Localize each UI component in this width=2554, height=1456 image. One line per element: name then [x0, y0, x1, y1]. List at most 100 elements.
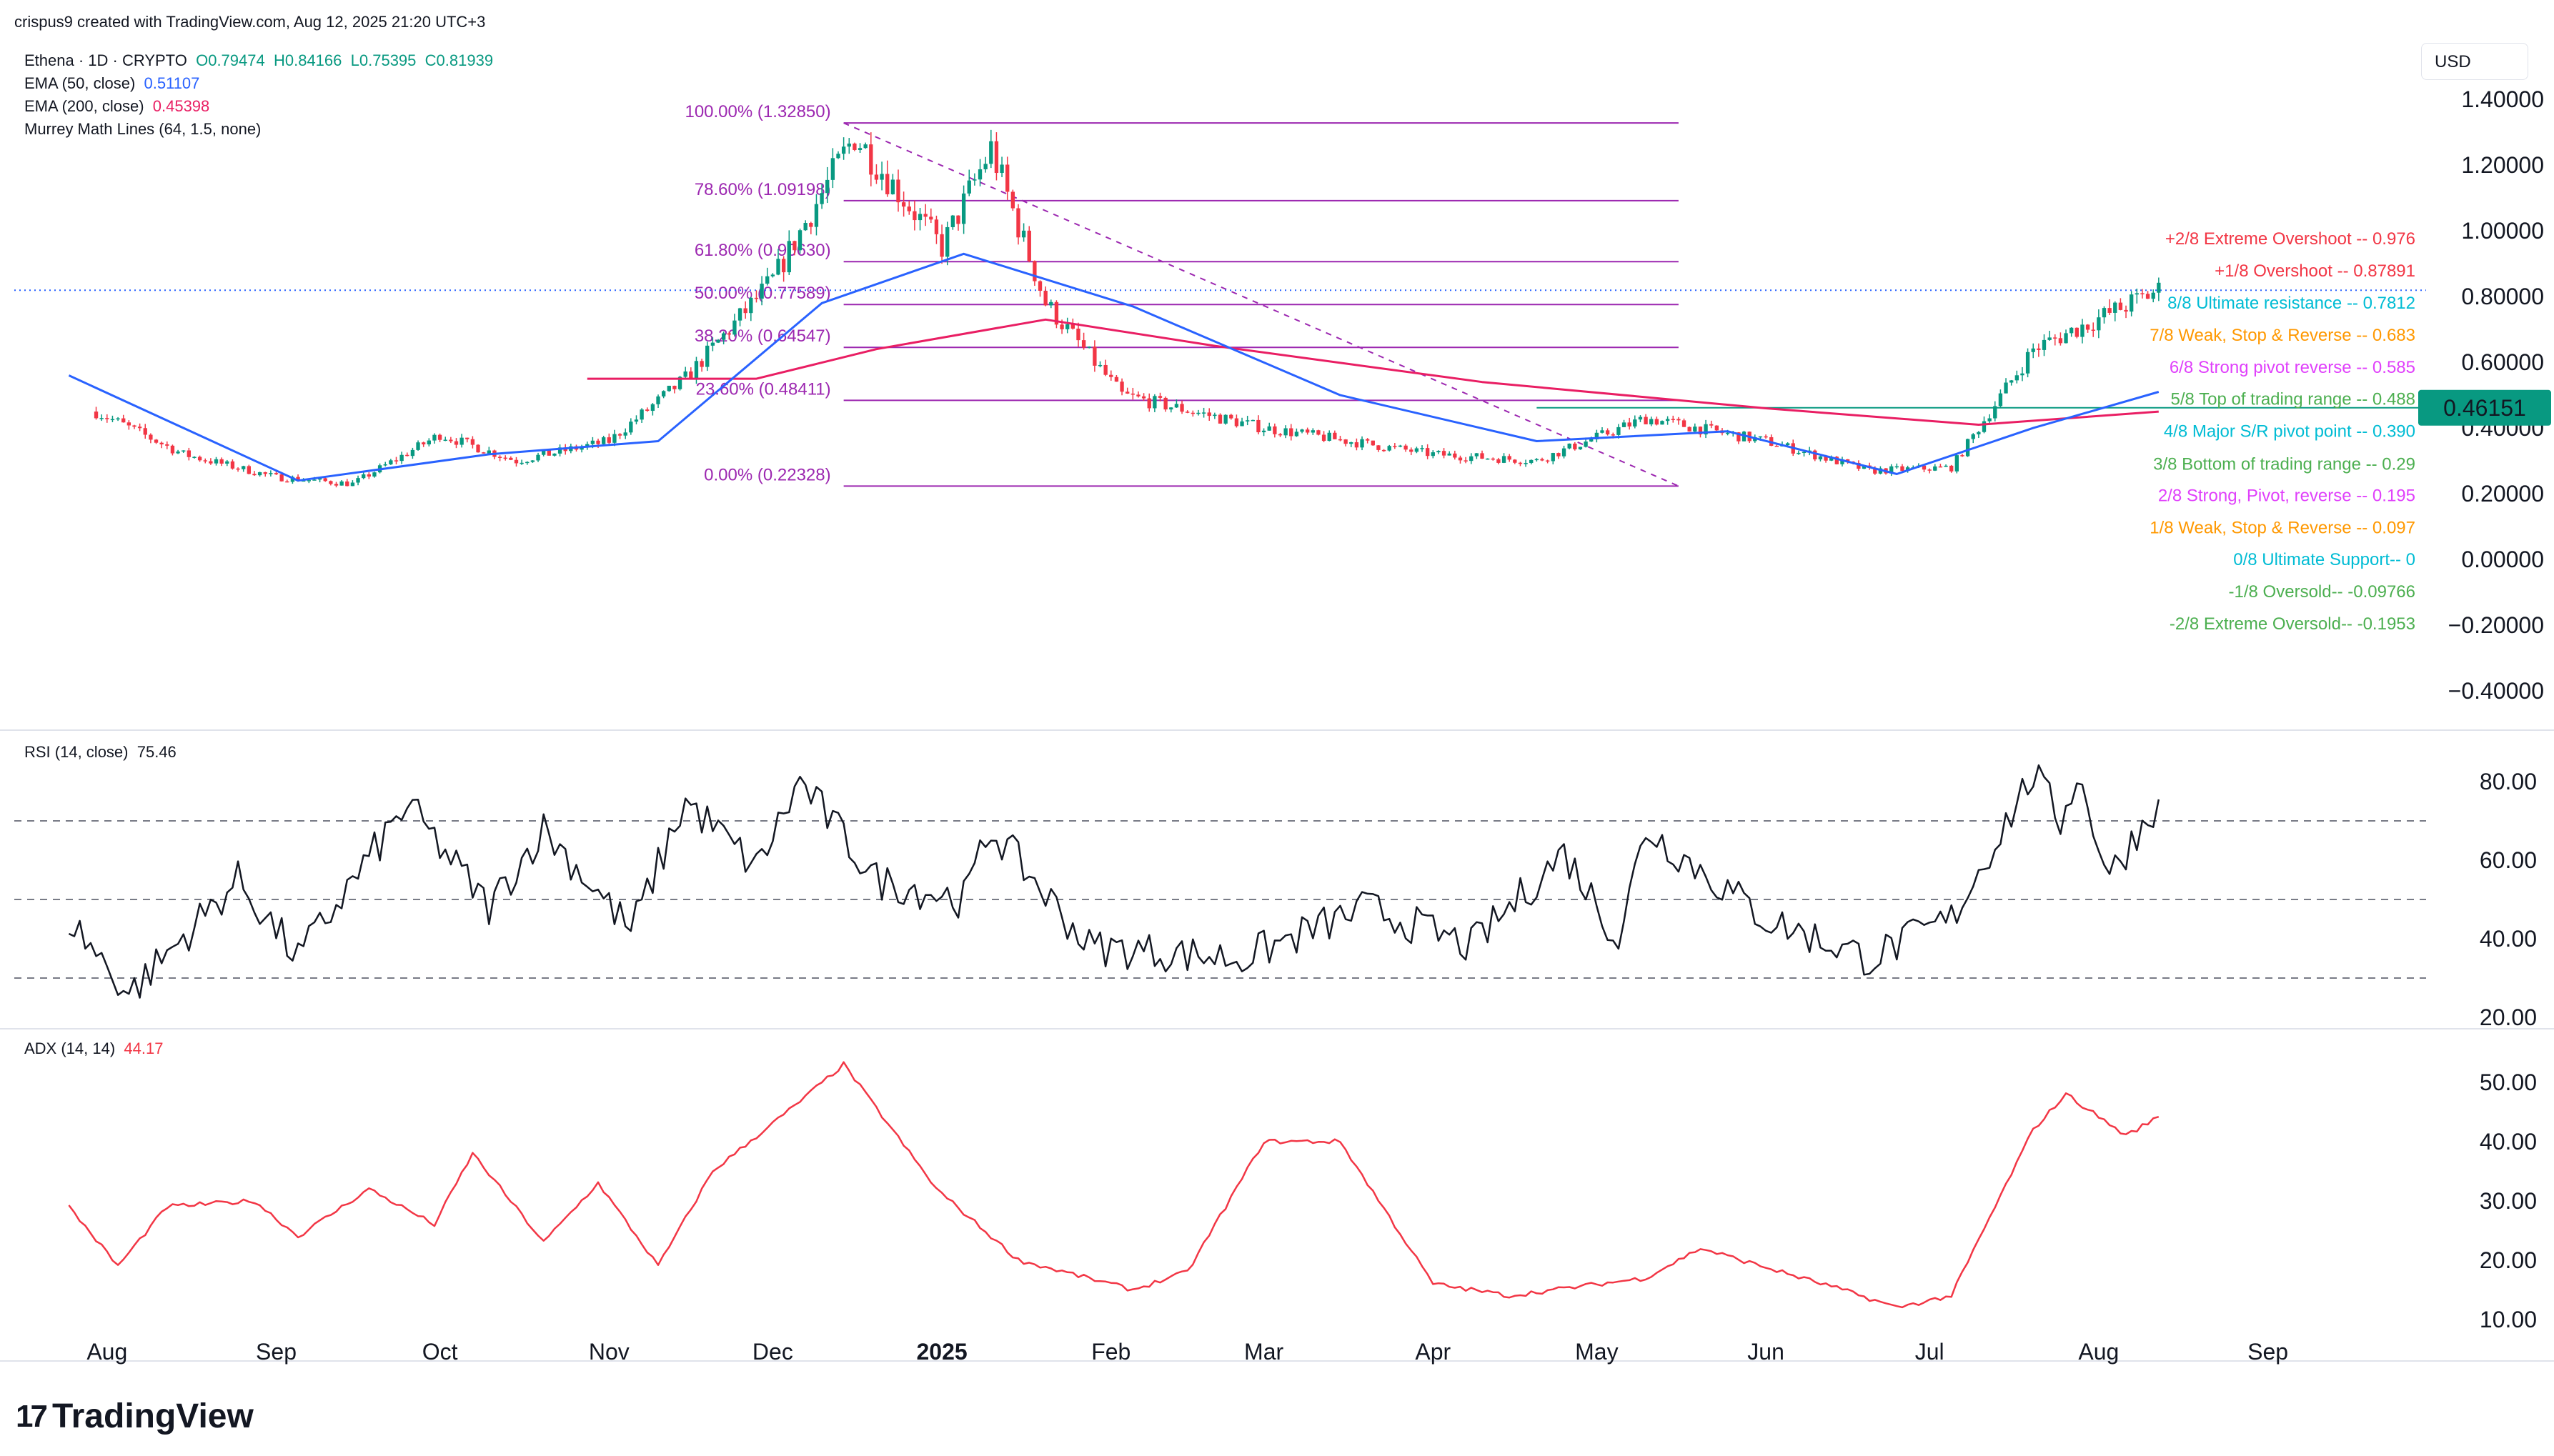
candle-body [629, 422, 633, 433]
y-tick-label: 1.00000 [2461, 218, 2544, 244]
low-label: L [350, 51, 359, 69]
candle-body [1764, 436, 1768, 438]
fib-level-label: 78.60% (1.09198) [695, 180, 831, 199]
candle-body [1120, 382, 1124, 392]
candle-body [1043, 290, 1048, 306]
candle-body [356, 478, 360, 483]
candle-body [1447, 453, 1451, 456]
adx-y-tick-label: 10.00 [2480, 1307, 2537, 1332]
x-tick-label: Feb [1091, 1339, 1131, 1365]
candle-body [770, 274, 775, 276]
candle-body [1027, 230, 1031, 261]
candle-body [482, 452, 486, 454]
candle-body [514, 459, 519, 464]
candle-body [389, 460, 393, 464]
ema200-legend[interactable]: EMA (200, close) 0.45398 [24, 97, 209, 116]
ema50-legend[interactable]: EMA (50, close) 0.51107 [24, 74, 199, 93]
candle-body [880, 174, 884, 180]
tradingview-logo[interactable]: 17 TradingView [16, 1397, 254, 1436]
candle-body [1665, 419, 1670, 422]
candle-body [1567, 443, 1571, 449]
murrey-line-label: 8/8 Ultimate resistance -- 0.7812 [2167, 294, 2415, 313]
candle-body [427, 440, 431, 444]
candle-body [541, 450, 546, 455]
candle-body [787, 241, 791, 273]
rsi-legend[interactable]: RSI (14, close) 75.46 [24, 743, 177, 762]
candle-body [732, 320, 737, 335]
candle-body [323, 478, 327, 482]
candle-body [841, 146, 846, 154]
adx-legend[interactable]: ADX (14, 14) 44.17 [24, 1039, 163, 1058]
candle-body [247, 466, 252, 474]
candle-body [1491, 458, 1495, 460]
rsi-value: 75.46 [136, 743, 177, 761]
ema200-value: 0.45398 [152, 97, 210, 115]
candle-body [285, 481, 289, 483]
candle-body [105, 418, 109, 419]
murrey-legend[interactable]: Murrey Math Lines (64, 1.5, none) [24, 120, 261, 139]
price-label-text: 0.46151 [2443, 395, 2526, 421]
candle-body [1054, 301, 1059, 325]
candle-body [896, 179, 900, 203]
candle-body [961, 193, 966, 224]
candle-body [2113, 302, 2117, 313]
candle-body [214, 459, 219, 464]
candle-body [1905, 467, 1910, 471]
candle-body [776, 259, 780, 275]
murrey-line-label: -2/8 Extreme Oversold-- -0.1953 [2170, 614, 2415, 634]
candle-body [454, 441, 459, 445]
candle-body [1103, 364, 1108, 375]
candle-body [650, 404, 655, 412]
candle-body [1469, 456, 1474, 462]
candle-body [1802, 452, 1807, 454]
candle-body [923, 214, 928, 217]
y-tick-label: 1.40000 [2461, 86, 2544, 112]
candle-body [760, 284, 764, 299]
candle-body [312, 479, 317, 481]
x-tick-label: Jul [1915, 1339, 1944, 1365]
candle-body [1333, 432, 1337, 439]
candle-body [2047, 337, 2052, 340]
candle-body [1813, 450, 1817, 459]
candle-body [1453, 453, 1457, 458]
symbol-header[interactable]: Ethena · 1D · CRYPTO O0.79474 H0.84166 L… [24, 51, 493, 70]
candle-body [459, 437, 464, 445]
candle-body [1070, 324, 1075, 329]
candle-body [2118, 302, 2123, 310]
candle-body [1616, 427, 1621, 435]
candle-body [1381, 449, 1386, 452]
candle-body [1141, 396, 1146, 399]
candle-body [1758, 436, 1763, 438]
ema50-value: 0.51107 [144, 74, 200, 92]
candle-body [1818, 456, 1823, 459]
candle-body [617, 434, 622, 436]
candle-body [197, 457, 202, 461]
currency-button[interactable]: USD [2421, 43, 2528, 80]
candle-body [362, 474, 366, 479]
candle-body [1944, 465, 1948, 467]
candle-body [557, 447, 562, 454]
candle-body [1010, 191, 1015, 209]
open-value: 0.79474 [208, 51, 265, 69]
candle-body [1300, 429, 1304, 432]
candle-body [601, 437, 606, 444]
candle-body [399, 454, 404, 462]
candle-body [1360, 439, 1364, 448]
candle-body [1993, 406, 1997, 419]
candle-body [1207, 412, 1211, 417]
candle-body [1294, 432, 1299, 437]
candle-body [645, 409, 650, 412]
candle-body [1409, 449, 1413, 452]
close-label: C [424, 51, 437, 69]
x-tick-label: Mar [1244, 1339, 1283, 1365]
candle-body [1273, 426, 1277, 434]
murrey-line-label: 4/8 Major S/R pivot point -- 0.390 [2164, 422, 2415, 442]
candle-body [547, 450, 551, 456]
candle-body [1873, 467, 1877, 474]
candle-body [901, 202, 906, 207]
candle-body [1038, 281, 1043, 291]
candle-body [1900, 466, 1904, 471]
candle-body [677, 377, 682, 389]
candle-body [1676, 419, 1681, 421]
